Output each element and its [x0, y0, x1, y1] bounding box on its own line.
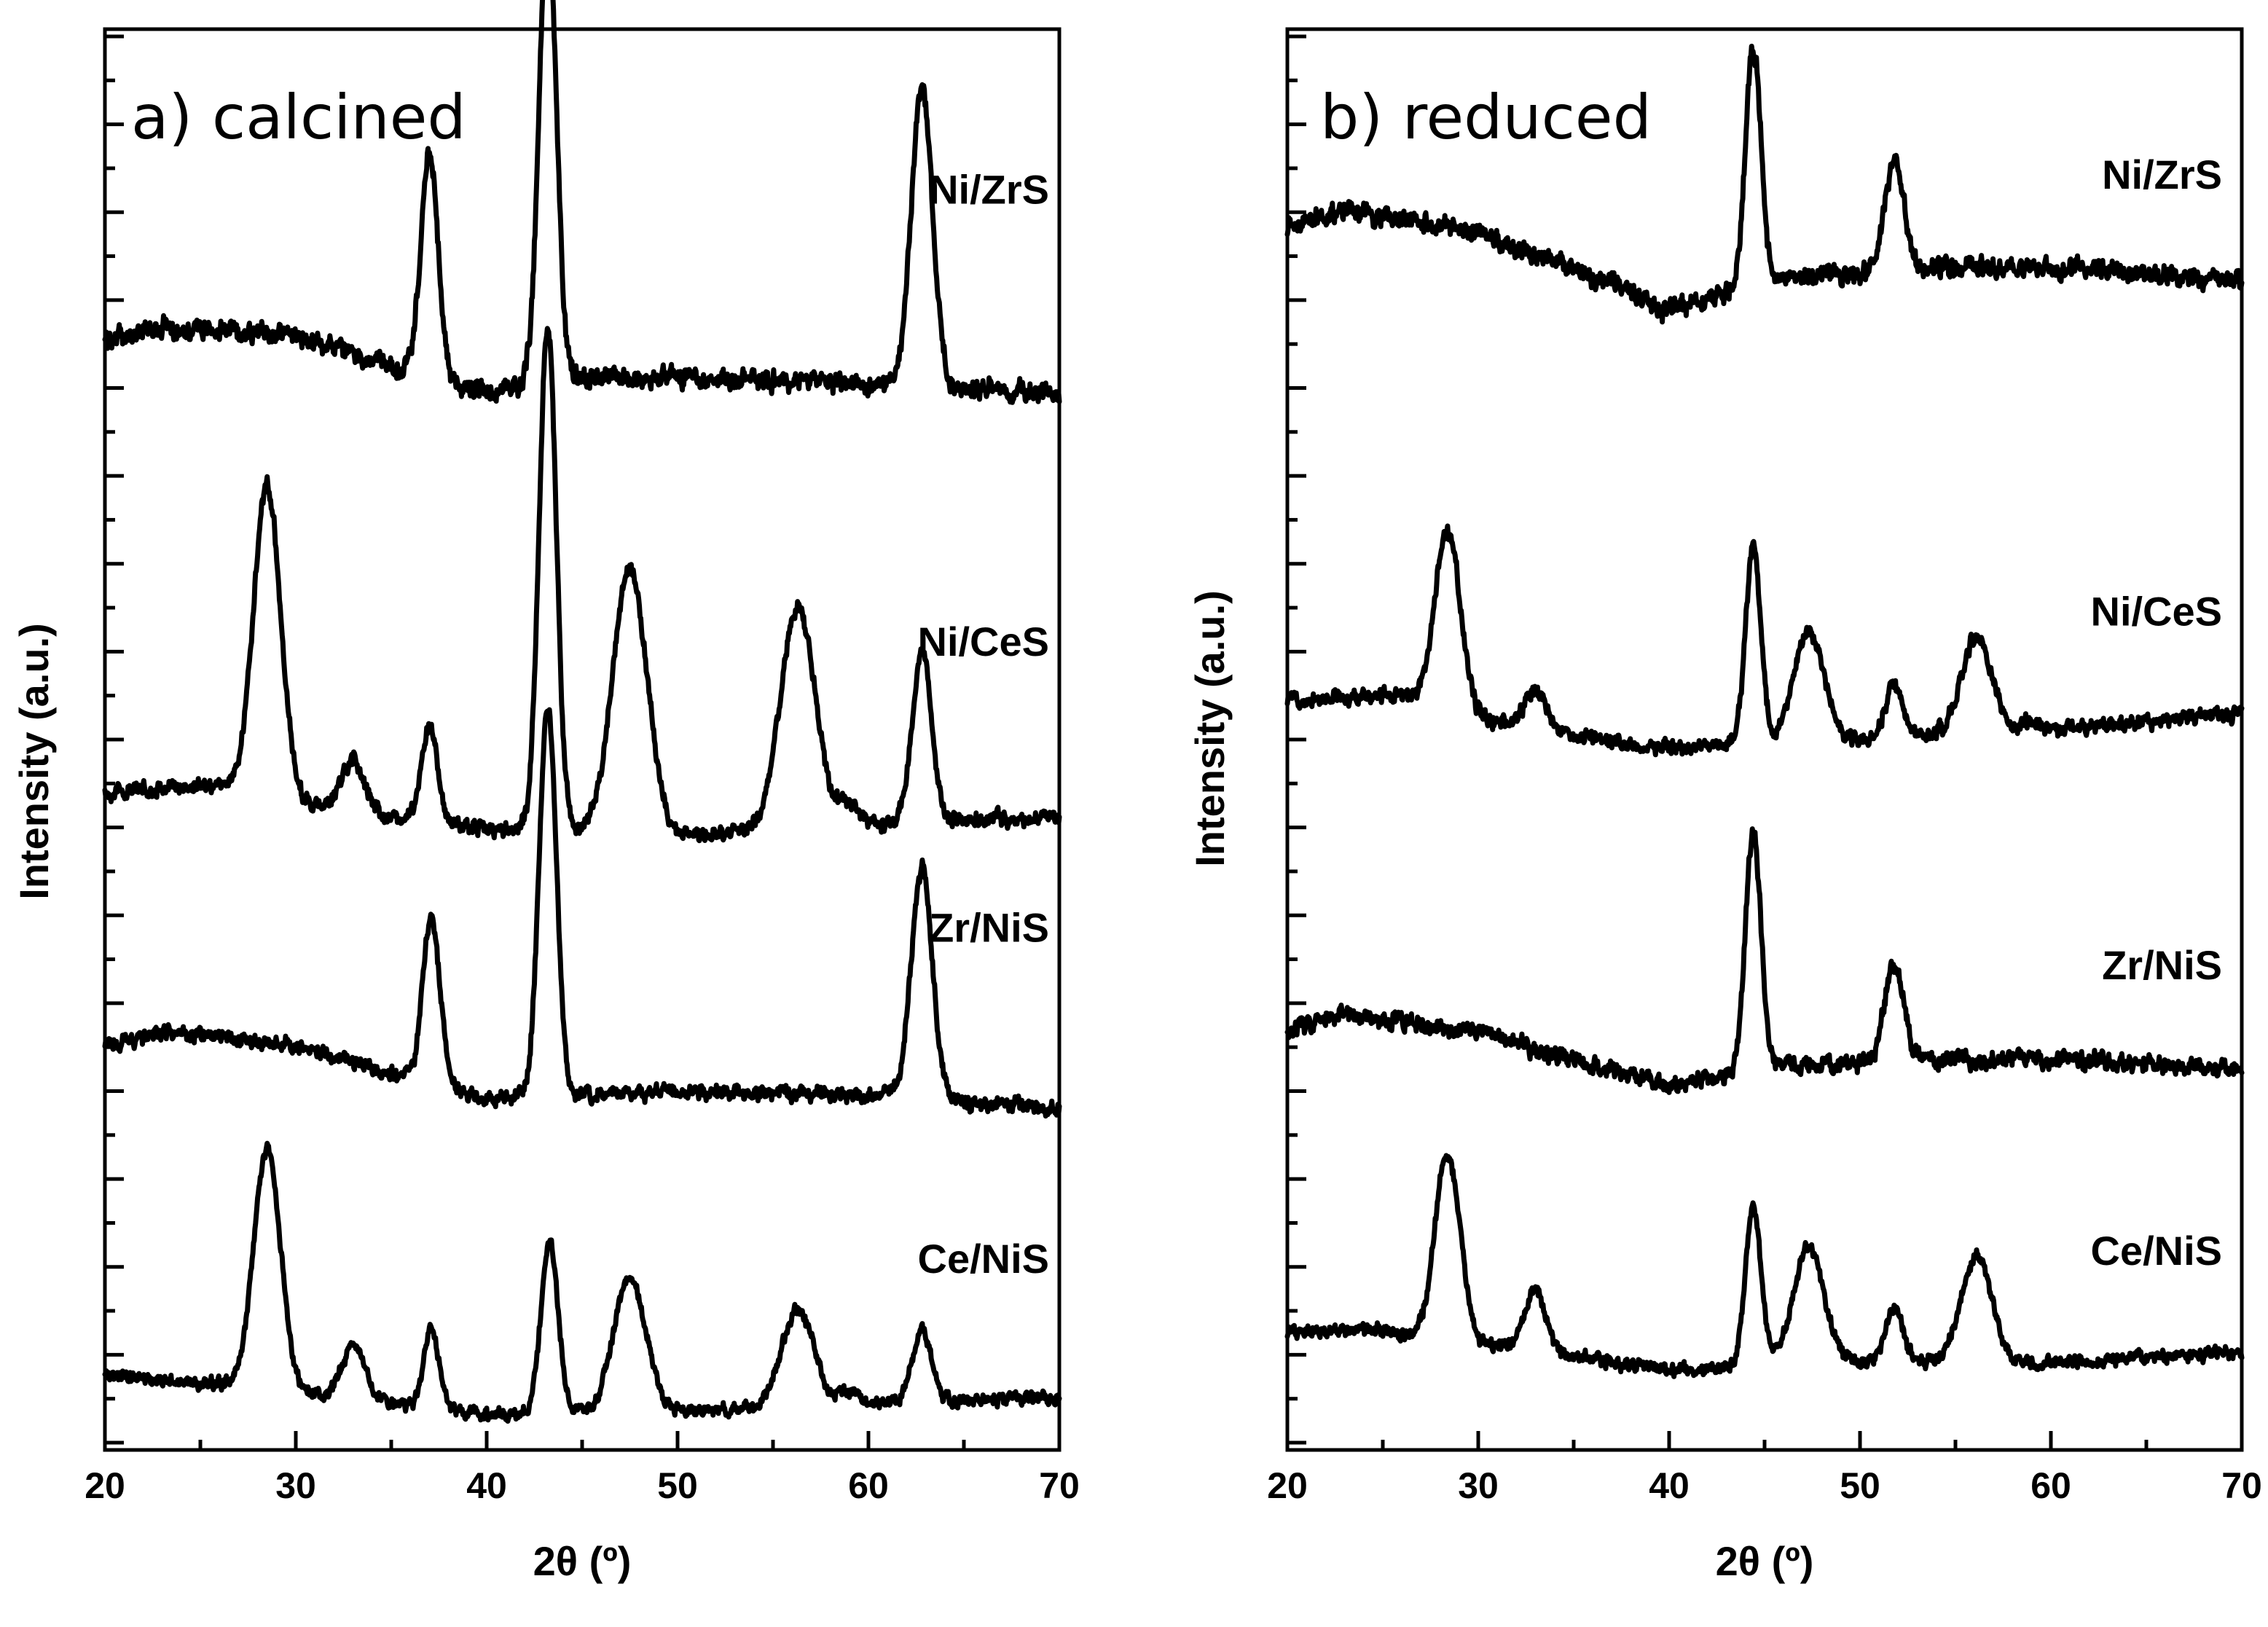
x-tick-label: 50 — [657, 1465, 698, 1506]
x-tick-label: 20 — [85, 1465, 125, 1506]
series-label: Zr/NiS — [929, 905, 1049, 951]
y-axis-label-calcined: Intensity (a.u.) — [11, 623, 57, 900]
y-axis-label-reduced: Intensity (a.u.) — [1187, 590, 1233, 867]
x-tick-label: 60 — [2030, 1465, 2071, 1506]
x-tick-label: 70 — [1039, 1465, 1080, 1506]
x-tick-label: 40 — [1649, 1465, 1690, 1506]
trace-ni-zrs — [102, 0, 1062, 405]
y-ticks-reduced — [1287, 34, 1306, 1445]
plot-area-calcined: Ni/ZrS Ni/CeS Zr/NiS Ce/NiS — [102, 0, 1062, 1424]
x-tick-label: 30 — [275, 1465, 316, 1506]
trace-ce-nis — [102, 1140, 1062, 1424]
trace-ce-nis — [1284, 1153, 2245, 1379]
trace-zr-nis — [102, 707, 1062, 1119]
x-axis-label-reduced: 2θ (º) — [1716, 1538, 1814, 1584]
x-ticks-reduced: 20 30 40 50 60 70 — [1267, 1431, 2262, 1506]
trace-ni-ces — [1284, 523, 2245, 758]
series-label: Ni/ZrS — [2102, 152, 2222, 197]
x-tick-label: 40 — [466, 1465, 507, 1506]
x-tick-label: 50 — [1840, 1465, 1880, 1506]
x-tick-label: 30 — [1458, 1465, 1499, 1506]
panel-title-calcined: a) calcined — [131, 82, 466, 153]
series-label: Ni/CeS — [2091, 588, 2223, 634]
series-label: Ce/NiS — [918, 1236, 1050, 1282]
trace-ni-ces — [102, 326, 1062, 844]
trace-ni-zrs — [1284, 44, 2245, 325]
panel-title-reduced: b) reduced — [1320, 82, 1652, 153]
series-label: Ni/ZrS — [929, 167, 1049, 213]
plot-area-reduced: Ni/ZrS Ni/CeS Zr/NiS Ce/NiS — [1284, 44, 2245, 1379]
panel-reduced: Ni/ZrS Ni/CeS Zr/NiS Ce/NiS 20 30 40 50 60 70 b)… — [1187, 27, 2262, 1584]
x-tick-label: 70 — [2221, 1465, 2262, 1506]
x-ticks-calcined: 20 30 40 50 60 70 — [85, 1431, 1080, 1506]
series-label: Zr/NiS — [2102, 942, 2222, 988]
x-tick-label: 20 — [1267, 1465, 1308, 1506]
panel-calcined: Ni/ZrS Ni/CeS Zr/NiS Ce/NiS 20 30 40 50 60 70 a)… — [11, 0, 1080, 1584]
x-tick-label: 60 — [848, 1465, 889, 1506]
x-axis-label-calcined: 2θ (º) — [533, 1538, 632, 1584]
y-ticks-calcined — [105, 34, 124, 1445]
series-label: Ni/CeS — [918, 619, 1050, 664]
series-label: Ce/NiS — [2091, 1228, 2223, 1274]
trace-zr-nis — [1284, 826, 2245, 1095]
